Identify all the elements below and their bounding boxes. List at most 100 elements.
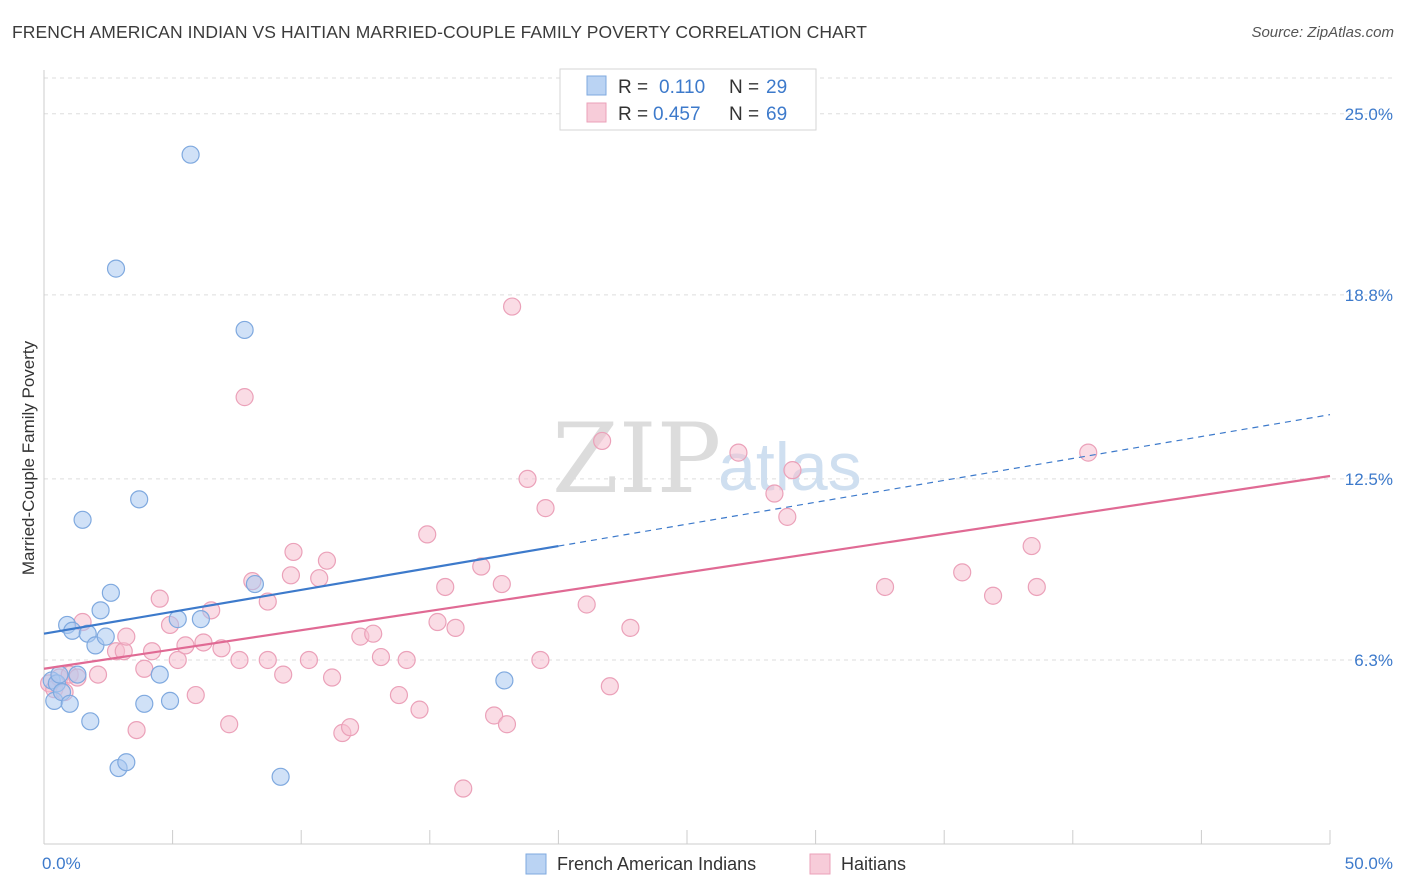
legend-swatch-blue [586,75,607,96]
series-legend-label-blue: French American Indians [557,854,756,874]
french-american-indian-point [60,694,79,713]
haitian-point [230,650,249,670]
legend-n-label-pink: N = [729,104,759,125]
haitian-point [783,461,802,480]
trend-lines [43,414,1331,670]
french-american-indian-point [130,490,149,509]
source-label: Source: ZipAtlas.com [1251,24,1394,41]
haitian-point [492,574,511,594]
haitian-point [436,577,455,597]
haitian-point [765,484,784,503]
haitian-point [536,499,555,518]
haitian-point [497,715,517,734]
haitian-point [317,551,337,570]
french-american-indian-point [117,753,136,772]
y-tick-label: 25.0% [1345,105,1393,124]
haitian-point [1022,536,1041,556]
legend-r-label-pink: R = [618,104,648,125]
french-american-indians-points [42,145,514,786]
legend-n-value-pink: 69 [766,104,787,125]
french-american-indian-point [68,665,87,684]
haitian-point [875,577,895,597]
haitian-point [281,566,301,585]
haitian-point [778,507,797,526]
y-axis-title: Married-Couple Family Poverty [19,340,38,575]
haitian-point [371,647,391,667]
haitian-point [1079,443,1098,462]
legend-n-value-blue: 29 [766,77,787,98]
french-american-indian-point [495,671,514,690]
haitian-point [194,633,213,652]
haitian-point [150,589,169,608]
haitian-point [127,720,146,740]
haitian-point [389,685,409,705]
french-american-indian-point [81,712,100,731]
french-american-indian-point [50,665,69,684]
french-american-indian-point [168,610,187,629]
legend-swatch-pink [586,102,607,123]
legend-r-label-blue: R = [618,77,648,98]
haitian-point [472,557,491,576]
haitian-point [299,650,319,670]
gridlines [44,77,1392,661]
french-american-indian-point [245,574,265,594]
haitian-point [258,650,277,670]
x-axis-ticks [172,830,1331,844]
french-american-indian-point [191,610,210,629]
haitian-point [621,618,640,637]
x-tick-label-min: 0.0% [42,854,81,873]
y-tick-label: 12.5% [1345,470,1393,489]
french-american-indian-point [181,145,200,164]
haitian-point [220,715,239,734]
correlation-legend: R = 0.110 N = 29 R = 0.457 N = 69 [559,68,817,131]
haitian-point [410,700,429,719]
haitian-point [485,706,504,725]
haitian-point [88,665,108,684]
french-american-indian-point [91,601,110,620]
y-axis-tick-labels: 6.3% 12.5% 18.8% 25.0% [1345,105,1393,670]
haitians-points [40,297,1098,798]
haitian-point [428,612,447,632]
haitian-point [310,569,329,588]
legend-n-label-blue: N = [729,77,759,98]
french-american-indian-point [96,627,115,646]
x-tick-label-max: 50.0% [1345,854,1393,873]
trend-line-pink [43,474,1331,670]
french-american-indian-point [160,691,180,710]
haitian-point [577,595,596,614]
haitian-point [168,650,187,670]
haitian-point [1027,577,1046,597]
legend-r-value-pink: 0.457 [653,104,701,125]
haitian-point [454,779,473,798]
haitian-point [983,586,1003,605]
haitian-point [518,469,537,489]
series-legend-label-pink: Haitians [841,854,906,874]
haitian-point [212,639,231,658]
trend-line-blue [43,544,559,635]
haitian-point [593,431,612,451]
legend-r-value-blue: 0.110 [659,77,705,98]
haitian-point [446,618,465,637]
watermark-zip: ZIP [552,403,721,515]
haitian-point [503,297,522,316]
french-american-indian-point [135,694,154,713]
haitian-point [186,685,205,705]
haitian-point [274,665,293,684]
series-legend-swatch-pink [809,853,831,875]
haitian-point [322,668,342,687]
series-legend: French American Indians Haitians [525,853,906,875]
haitian-point [953,563,972,582]
haitian-point [364,624,383,643]
haitian-point [531,650,550,670]
french-american-indian-point [235,320,254,340]
french-american-indian-point [73,510,92,529]
french-american-indian-point [150,665,169,684]
french-american-indian-point [271,767,290,786]
haitian-point [284,542,303,562]
haitian-point [729,443,748,462]
haitian-point [600,677,619,696]
haitian-point [340,718,360,737]
haitian-point [117,627,136,646]
haitian-point [135,659,154,678]
